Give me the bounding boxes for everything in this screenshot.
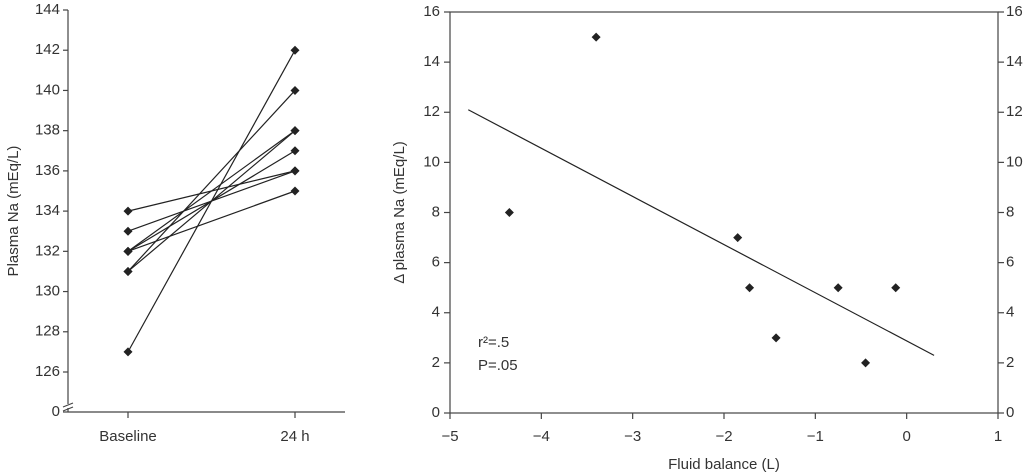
- marker: [123, 347, 133, 357]
- marker: [891, 283, 901, 293]
- y2-tick-label: 6: [1006, 254, 1014, 271]
- y2-tick-label: 14: [1006, 53, 1023, 70]
- y2-tick-label: 4: [1006, 304, 1014, 321]
- y-tick-label: 16: [423, 3, 440, 20]
- y2-tick-label: 12: [1006, 103, 1023, 120]
- marker: [290, 186, 300, 196]
- series-line: [127, 170, 296, 212]
- y-axis-label: Δ plasma Na (mEq/L): [391, 141, 408, 284]
- marker: [861, 358, 871, 368]
- y-tick-label: 12: [423, 103, 440, 120]
- x-axis-label: Fluid balance (L): [668, 456, 780, 473]
- y2-tick-label: 8: [1006, 203, 1014, 220]
- annotation: r²=.5: [478, 334, 509, 351]
- y-tick-label: 0: [432, 404, 440, 421]
- plot-frame: [449, 11, 999, 414]
- y-tick-label: 8: [432, 203, 440, 220]
- y-tick-label: 14: [423, 53, 440, 70]
- y-tick-label: 138: [35, 122, 60, 139]
- y-tick-label: 128: [35, 323, 60, 340]
- series-line: [127, 170, 296, 232]
- y-tick-label: 0: [52, 403, 60, 420]
- marker: [591, 32, 601, 42]
- marker: [123, 246, 133, 256]
- x-tick-label: 0: [902, 428, 910, 445]
- y2-tick-label: 10: [1006, 153, 1023, 170]
- axis-break: [62, 402, 74, 412]
- marker: [290, 85, 300, 95]
- marker: [504, 208, 514, 217]
- marker: [733, 233, 743, 243]
- y2-tick-label: 2: [1006, 354, 1014, 371]
- x-tick-label: −5: [441, 428, 458, 445]
- annotation: P=.05: [478, 357, 518, 374]
- y-tick-label: 130: [35, 283, 60, 300]
- x-tick-label: −1: [807, 428, 824, 445]
- series-line: [127, 190, 296, 252]
- y-tick-label: 126: [35, 363, 60, 380]
- marker: [290, 45, 300, 55]
- x-tick-label: −4: [533, 428, 550, 445]
- x-tick-label: −2: [715, 428, 732, 445]
- marker: [290, 126, 300, 136]
- series-line: [127, 90, 296, 272]
- y-tick-label: 142: [35, 41, 60, 58]
- y-tick-label: 132: [35, 242, 60, 259]
- y2-tick-label: 0: [1006, 404, 1014, 421]
- x-tick-label: 24 h: [280, 428, 309, 445]
- y-tick-label: 136: [35, 162, 60, 179]
- y-tick-label: 134: [35, 202, 60, 219]
- marker: [123, 266, 133, 276]
- y-tick-label: 144: [35, 1, 60, 18]
- x-tick-label: −3: [624, 428, 641, 445]
- marker: [771, 333, 781, 343]
- y-tick-label: 10: [423, 153, 440, 170]
- y-tick-label: 4: [432, 304, 440, 321]
- fit-line: [467, 109, 935, 356]
- x-tick-label: 1: [994, 428, 1002, 445]
- marker: [290, 146, 300, 156]
- marker: [290, 166, 300, 176]
- marker: [123, 226, 133, 236]
- marker: [123, 206, 133, 216]
- x-tick-label: Baseline: [99, 428, 157, 445]
- y-tick-label: 2: [432, 354, 440, 371]
- marker: [745, 283, 755, 293]
- y-axis-label: Plasma Na (mEq/L): [5, 146, 22, 277]
- y2-tick-label: 16: [1006, 3, 1023, 20]
- marker: [833, 283, 843, 293]
- y-tick-label: 6: [432, 254, 440, 271]
- y-tick-label: 140: [35, 81, 60, 98]
